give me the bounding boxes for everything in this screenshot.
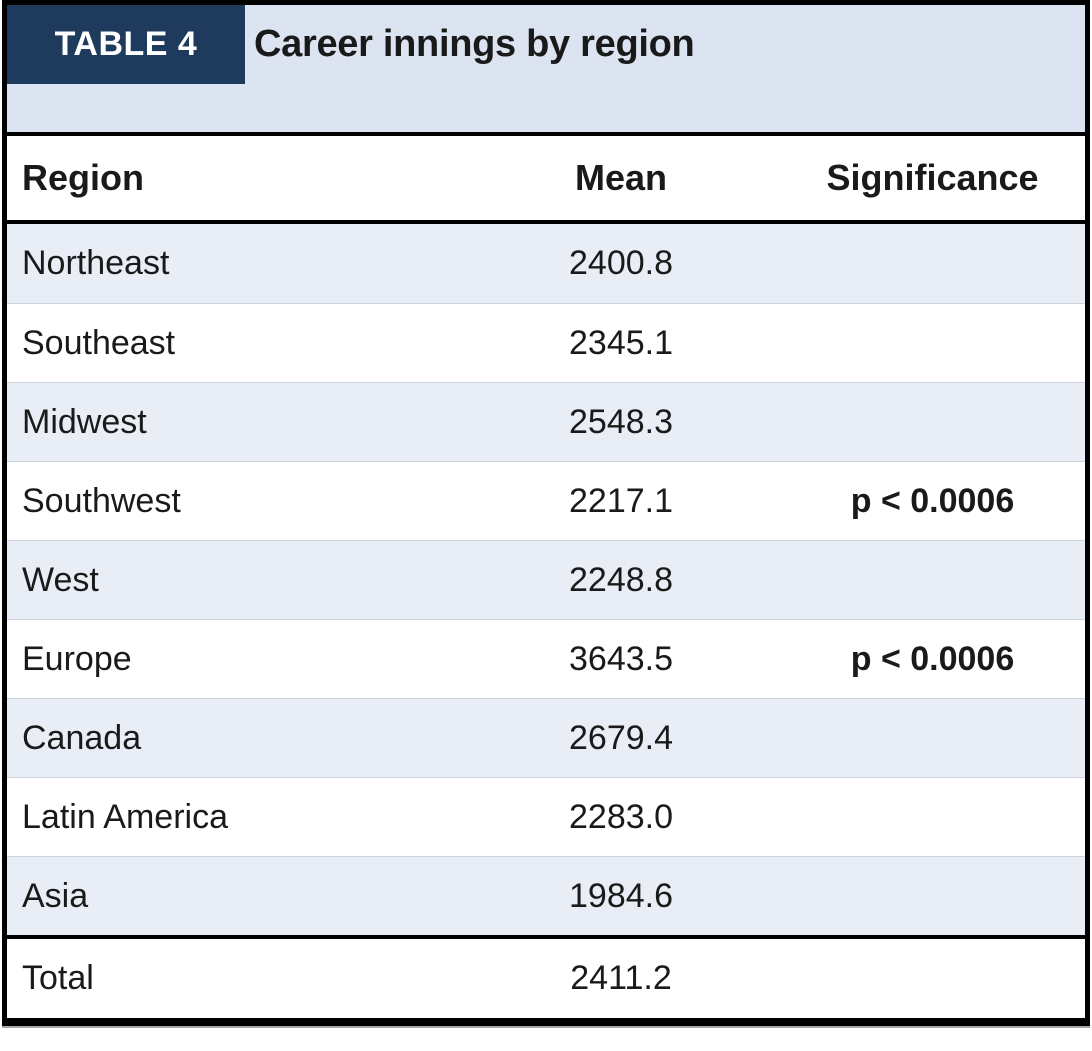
region-cell: Canada	[22, 718, 142, 757]
region-cell: Europe	[22, 639, 132, 678]
table-banner: TABLE 4 Career innings by region	[7, 5, 1085, 132]
column-header-row: Region Mean Significance	[7, 132, 1085, 224]
table-row: Europe 3643.5 p < 0.0006	[7, 619, 1085, 698]
mean-cell: 3643.5	[569, 639, 673, 678]
region-cell: Southwest	[22, 481, 181, 520]
region-cell: Midwest	[22, 402, 147, 441]
region-cell: Northeast	[22, 244, 170, 282]
table-row: Midwest 2548.3	[7, 382, 1085, 461]
significance-cell: p < 0.0006	[850, 639, 1015, 678]
region-cell: Latin America	[22, 797, 228, 836]
total-row: Total 2411.2	[7, 935, 1085, 1018]
table-row: Canada 2679.4	[7, 698, 1085, 777]
table-body: Northeast 2400.8 Southeast 2345.1 Midwes…	[7, 224, 1085, 935]
region-cell: Asia	[22, 876, 89, 915]
column-header-significance: Significance	[826, 157, 1039, 198]
significance-cell: p < 0.0006	[850, 481, 1015, 520]
mean-cell: 2217.1	[569, 481, 673, 520]
table-number-label: TABLE 4	[54, 25, 198, 63]
table-row: West 2248.8	[7, 540, 1085, 619]
column-header-mean: Mean	[574, 157, 668, 198]
region-cell: West	[22, 560, 99, 599]
table-number-tab: TABLE 4	[7, 5, 245, 84]
table-row: Southeast 2345.1	[7, 303, 1085, 382]
total-label: Total	[22, 959, 94, 997]
table-row: Southwest 2217.1 p < 0.0006	[7, 461, 1085, 540]
table-title: Career innings by region	[254, 23, 695, 65]
total-mean-value: 2411.2	[570, 959, 672, 997]
mean-cell: 2400.8	[569, 244, 673, 282]
column-header-region: Region	[22, 157, 144, 198]
mean-cell: 2345.1	[569, 323, 673, 362]
mean-cell: 1984.6	[569, 876, 673, 915]
table-row: Northeast 2400.8	[7, 224, 1085, 303]
mean-cell: 2283.0	[569, 797, 673, 836]
region-cell: Southeast	[22, 323, 176, 362]
mean-cell: 2248.8	[569, 560, 673, 599]
mean-cell: 2679.4	[569, 718, 673, 757]
table-4-figure: TABLE 4 Career innings by region Region …	[2, 0, 1090, 1026]
mean-cell: 2548.3	[569, 402, 673, 441]
table-row: Asia 1984.6	[7, 856, 1085, 935]
table-row: Latin America 2283.0	[7, 777, 1085, 856]
